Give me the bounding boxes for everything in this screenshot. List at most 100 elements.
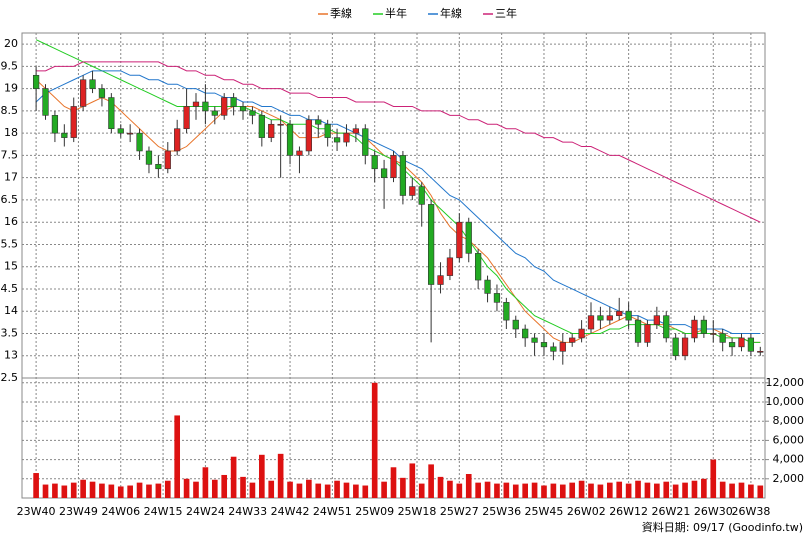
volume-bar: [127, 485, 133, 498]
volume-bar: [616, 481, 623, 498]
x-tick-label: 25W18: [398, 505, 437, 518]
volume-bar: [240, 476, 246, 498]
volume-bar: [155, 483, 162, 498]
x-tick-label: 24W24: [186, 505, 225, 518]
candle-body: [202, 101, 209, 112]
y2-tick-label: 2,000: [773, 472, 805, 485]
x-tick-label: 25W36: [482, 505, 521, 518]
y-tick-label: 3.5: [1, 326, 19, 339]
volume-bar: [296, 483, 303, 498]
y-tick-label: 4.5: [1, 282, 19, 295]
volume-bar: [117, 486, 124, 498]
candle-body: [672, 337, 679, 357]
candle-body: [380, 168, 388, 178]
x-tick-label: 26W02: [567, 505, 606, 518]
x-tick-label: 26W21: [652, 505, 691, 518]
candle-body: [446, 257, 454, 276]
x-tick-label: 25W27: [440, 505, 479, 518]
candle-body: [117, 128, 124, 134]
candle-body: [559, 342, 566, 352]
volume-bar: [146, 484, 152, 498]
volume-bar: [249, 482, 256, 498]
volume-bar: [644, 482, 651, 498]
volume-bar: [672, 484, 679, 498]
x-tick-label: 26W12: [609, 505, 648, 518]
volume-bar: [541, 485, 547, 498]
candle-body: [540, 342, 548, 348]
candle-body: [597, 315, 604, 321]
volume-bar: [588, 483, 594, 498]
candle-body: [192, 101, 200, 107]
candle-body: [399, 155, 407, 196]
candle-body: [258, 115, 265, 138]
candle-body: [587, 315, 595, 330]
volume-bar: [390, 467, 397, 498]
volume-bar: [578, 480, 585, 498]
volume-bar: [597, 484, 604, 498]
y-tick-label: 7.5: [1, 148, 19, 161]
candle-body: [522, 328, 529, 339]
candle-body: [239, 106, 247, 112]
volume-bar: [465, 474, 472, 498]
candle-body: [286, 123, 294, 156]
candle-body: [42, 88, 49, 116]
candle-body: [333, 137, 341, 143]
candle-body: [663, 315, 670, 339]
ma-line: [35, 70, 761, 334]
volume-bar: [277, 453, 284, 498]
volume-bar: [550, 483, 557, 498]
candle-body: [108, 97, 115, 130]
candle-body: [352, 128, 360, 134]
volume-bar: [362, 485, 369, 498]
legend-label: 年線: [440, 6, 462, 20]
candle-body: [757, 350, 764, 353]
candle-body: [550, 346, 557, 352]
y2-tick-label: 12,000: [766, 376, 805, 389]
volume-bar: [70, 482, 77, 498]
candle-body: [390, 155, 397, 178]
candle-body: [305, 119, 312, 152]
volume-bar: [259, 454, 265, 498]
candle-body: [710, 333, 717, 335]
candle-body: [512, 319, 519, 330]
volume-bar: [287, 481, 293, 498]
y-tick-label: 14: [4, 304, 18, 317]
candle-body: [268, 123, 275, 138]
volume-bar: [437, 476, 444, 498]
volume-bar: [33, 473, 39, 498]
x-tick-label: 25W09: [355, 505, 394, 518]
volume-bar: [99, 483, 105, 498]
x-tick-label: 23W40: [17, 505, 56, 518]
y-tick-label: 8.5: [1, 104, 19, 117]
volume-bar: [522, 483, 528, 498]
volume-bar: [42, 484, 49, 498]
y-tick-label: 16: [4, 215, 18, 228]
volume-bar: [701, 478, 707, 498]
ma-line: [36, 61, 761, 223]
volume-bar: [315, 483, 322, 498]
y-tick-label: 20: [4, 37, 18, 50]
candle-body: [719, 333, 726, 343]
volume-bar: [710, 459, 717, 498]
candle-body: [456, 221, 463, 259]
volume-bar: [230, 456, 237, 498]
volume-bar: [343, 482, 350, 498]
candle-body: [51, 115, 59, 134]
candle-body: [61, 132, 68, 138]
volume-bar: [748, 484, 754, 498]
candle-body: [427, 204, 435, 285]
volume-bar: [635, 480, 641, 498]
candle-body: [418, 186, 425, 205]
x-tick-label: 25W45: [525, 505, 564, 518]
candle-body: [653, 315, 660, 325]
candle-body: [221, 97, 228, 116]
volume-bar: [193, 481, 199, 498]
x-tick-label: 24W33: [228, 505, 267, 518]
candle-body: [98, 88, 106, 98]
volume-bar: [371, 382, 378, 498]
candle-body: [700, 319, 707, 334]
volume-bar: [52, 483, 58, 498]
candle-body: [747, 337, 755, 352]
candle-body: [503, 302, 510, 321]
